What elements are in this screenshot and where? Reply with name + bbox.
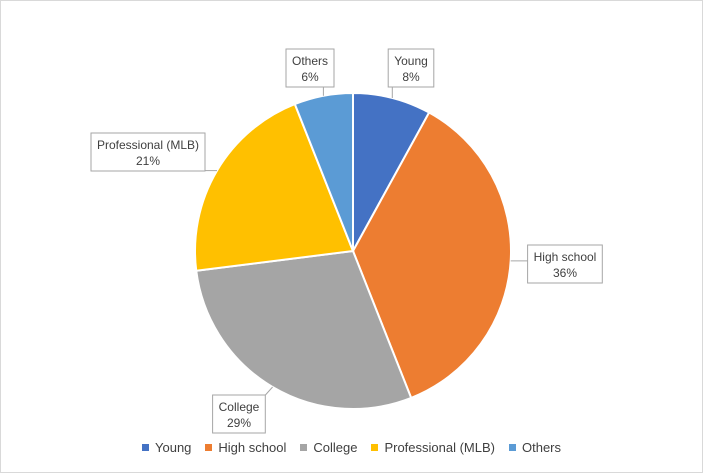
data-label-others: Others 6% (285, 48, 335, 88)
legend-swatch (300, 444, 308, 451)
data-label-category: College (219, 400, 260, 414)
legend-label: College (313, 440, 358, 455)
legend-label: Young (155, 440, 192, 455)
data-label-value: 8% (402, 70, 420, 84)
pie-slice-others (293, 91, 354, 252)
legend-label: Others (521, 440, 561, 455)
legend-swatch (371, 444, 379, 451)
data-label-category: Young (394, 54, 428, 68)
leader-lines (205, 87, 528, 396)
legend: Young High school College Professional (… (1, 440, 702, 455)
data-label-young: Young 8% (387, 48, 435, 88)
legend-item-young: Young (142, 440, 191, 455)
data-label-college: College 29% (212, 394, 266, 434)
data-label-value: 21% (136, 154, 160, 168)
legend-swatch (508, 444, 516, 451)
legend-item-others: Others (508, 440, 561, 455)
data-label-callouts: Young 8% High school 36% College 29% Professio… (90, 48, 603, 434)
data-label-value: 6% (301, 70, 319, 84)
data-label-high-school: High school 36% (527, 244, 603, 284)
pie-slices (194, 91, 512, 410)
legend-swatch (142, 444, 149, 451)
data-label-value: 29% (227, 416, 251, 430)
data-label-value: 36% (553, 266, 577, 280)
legend-label: High school (218, 440, 287, 455)
data-label-category: Others (292, 54, 328, 68)
data-label-category: High school (534, 250, 597, 264)
pie-slice-professional-mlb (194, 102, 355, 272)
legend-label: Professional (MLB) (384, 440, 495, 455)
data-label-professional-mlb: Professional (MLB) 21% (90, 132, 206, 172)
leader-line-college (265, 386, 273, 396)
data-label-category: Professional (MLB) (97, 138, 199, 152)
legend-swatch (205, 444, 213, 451)
pie-slice-high-school (351, 111, 512, 400)
legend-item-high-school: High school (205, 440, 286, 455)
legend-item-professional-mlb: Professional (MLB) (371, 440, 495, 455)
legend-item-college: College (300, 440, 357, 455)
